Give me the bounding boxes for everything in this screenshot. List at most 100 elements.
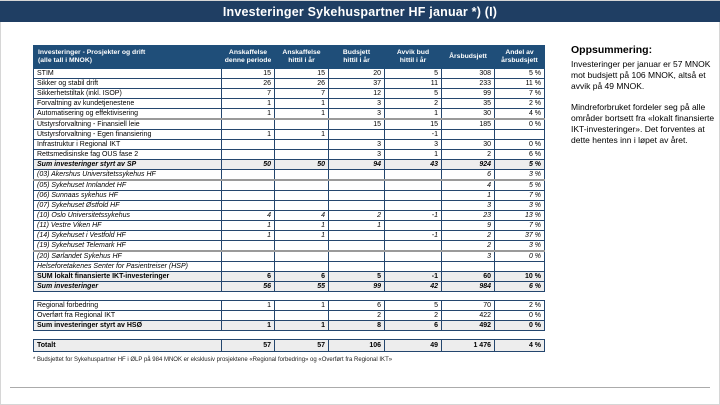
row-label: (19) Sykehuset Telemark HF (33, 240, 222, 252)
cell-value: 4 (274, 210, 329, 221)
cell-value (328, 190, 385, 201)
cell-value: 7 (221, 88, 275, 99)
row-label: Sum investeringer styrt av SP (33, 159, 222, 170)
cell-value (221, 250, 275, 262)
cell-value (441, 129, 495, 140)
table-row: Helseforetakenes Senter for Pasientreise… (33, 261, 545, 272)
cell-value: 15 (274, 68, 329, 79)
cell-value: 26 (221, 78, 275, 89)
cell-value (221, 169, 275, 181)
cell-value: 3 (441, 250, 495, 262)
cell-value: 10 % (494, 271, 545, 282)
row-label: (14) Sykehuset i Vestfold HF (33, 230, 222, 241)
cell-value: 4 (221, 210, 275, 221)
cell-value (384, 179, 442, 191)
cell-value: 7 % (494, 190, 545, 201)
cell-value (221, 179, 275, 191)
spacer-row (33, 330, 545, 340)
row-label: Sum investeringer styrt av HSØ (33, 320, 222, 331)
table-row: (19) Sykehuset Telemark HF 2 3 % (33, 240, 545, 252)
column-header: Andel av årsbudsjett (494, 45, 545, 69)
row-label: Utstyrsforvaltning - Finansiell leie (33, 118, 222, 130)
column-header: Årsbudsjett (441, 45, 495, 69)
cell-value: 3 % (494, 169, 545, 181)
row-label: Helseforetakenes Senter for Pasientreise… (33, 261, 222, 272)
table-row: STIM 15 15 20 5 308 5 % (33, 68, 545, 79)
cell-value: 1 (221, 320, 275, 331)
cell-value (441, 261, 495, 272)
cell-value: 37 (328, 78, 385, 89)
row-label: Regional forbedring (33, 300, 222, 311)
row-label: (06) Sunnaas sykehus HF (33, 190, 222, 201)
cell-value (221, 118, 275, 130)
cell-value (384, 261, 442, 272)
table-row: Sikkerhetstiltak (inkl. ISOP) 7 7 12 5 99 7 % (33, 88, 545, 99)
cell-value: 492 (441, 320, 495, 331)
cell-value: 6 % (494, 281, 545, 292)
column-header: Budsjett hittil i år (328, 45, 385, 69)
table-row: Sum investeringer styrt av SP 50 50 94 43 924… (33, 159, 545, 170)
spacer-cell (33, 330, 545, 340)
cell-value: 1 (221, 230, 275, 241)
cell-value (221, 139, 275, 150)
table-row: Overført fra Regional IKT 2 2 422 0 % (33, 310, 545, 321)
column-header: Anskaffelse hittil i år (274, 45, 329, 69)
cell-value: -1 (384, 210, 442, 221)
cell-value: 12 (328, 88, 385, 99)
cell-value: 43 (384, 159, 442, 170)
cell-value: 50 (274, 159, 329, 170)
cell-value: -1 (384, 129, 442, 140)
row-label: (10) Oslo Universitetssykehus (33, 210, 222, 221)
cell-value: 23 (441, 210, 495, 221)
cell-value (274, 310, 329, 321)
cell-value: 1 (221, 129, 275, 140)
cell-value: 2 (441, 240, 495, 252)
table-row: (20) Sørlandet Sykehus HF 3 0 % (33, 250, 545, 262)
cell-value: 1 (221, 220, 275, 231)
cell-value: 30 (441, 139, 495, 150)
cell-value (384, 250, 442, 262)
cell-value: 1 (274, 320, 329, 331)
cell-value (274, 179, 329, 191)
cell-value: 42 (384, 281, 442, 292)
table-row: (10) Oslo Universitetssykehus 4 4 2 -1 23 13 % (33, 210, 545, 221)
cell-value (274, 240, 329, 252)
cell-value: 2 % (494, 98, 545, 109)
cell-value (494, 261, 545, 272)
table-row: (03) Akershus Universitetssykehus HF 6 3 % (33, 169, 545, 181)
cell-value: 26 (274, 78, 329, 89)
cell-value: 4 % (494, 108, 545, 120)
cell-value: 3 (328, 108, 385, 120)
cell-value: 6 (441, 169, 495, 181)
cell-value: 2 (384, 98, 442, 109)
row-label: Totalt (33, 339, 222, 352)
cell-value: 5 (384, 68, 442, 79)
cell-value (274, 190, 329, 201)
table-row: (11) Vestre Viken HF 1 1 1 9 7 % (33, 220, 545, 231)
column-header: Anskaffelse denne periode (221, 45, 275, 69)
cell-value (221, 200, 275, 211)
row-label: (03) Akershus Universitetssykehus HF (33, 169, 222, 181)
cell-value: 1 (384, 149, 442, 160)
cell-value (274, 118, 329, 130)
cell-value: 55 (274, 281, 329, 292)
row-label: Sikkerhetstiltak (inkl. ISOP) (33, 88, 222, 99)
cell-value: 1 (274, 108, 329, 120)
row-label: Utstyrsforvaltning - Egen finansiering (33, 129, 222, 140)
row-label: (11) Vestre Viken HF (33, 220, 222, 231)
cell-value: 233 (441, 78, 495, 89)
header-row: Investeringer - Prosjekter og drift (all… (33, 45, 545, 69)
cell-value (274, 261, 329, 272)
cell-value (328, 250, 385, 262)
slide-title: Investeringer Sykehuspartner HF januar *… (222, 4, 498, 19)
cell-value: 15 (221, 68, 275, 79)
cell-value: 1 (328, 220, 385, 231)
cell-value: 984 (441, 281, 495, 292)
cell-value: 3 (328, 139, 385, 150)
cell-value: 3 (441, 200, 495, 211)
cell-value: -1 (384, 271, 442, 282)
cell-value: -1 (384, 230, 442, 241)
cell-value: 5 % (494, 179, 545, 191)
cell-value: 11 (384, 78, 442, 89)
cell-value (221, 240, 275, 252)
